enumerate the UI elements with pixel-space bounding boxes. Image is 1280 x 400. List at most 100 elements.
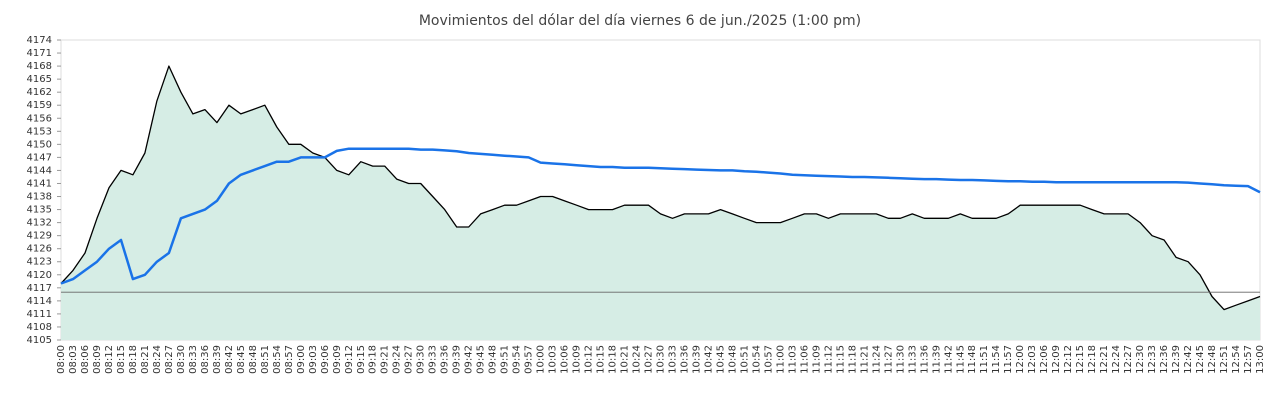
x-tick-label: 09:51 [500,345,511,374]
x-tick-label: 09:03 [308,345,319,374]
y-tick-label: 4120 [27,270,52,281]
y-tick-label: 4174 [27,35,52,46]
x-tick-label: 10:36 [679,345,690,374]
x-tick-label: 09:24 [392,345,403,374]
x-tick-label: 11:06 [799,345,810,374]
x-tick-label: 09:00 [296,345,307,374]
x-tick-label: 10:30 [656,345,667,374]
x-tick-label: 12:00 [1015,345,1026,374]
x-tick-label: 12:21 [1099,345,1110,374]
x-tick-label: 09:27 [404,345,415,374]
x-tick-label: 11:36 [919,345,930,374]
x-tick-label: 08:51 [260,345,271,374]
x-tick-label: 10:51 [739,345,750,374]
x-tick-label: 10:48 [727,345,738,374]
x-tick-label: 12:18 [1087,345,1098,374]
x-tick-label: 11:39 [931,345,942,374]
y-tick-label: 4135 [27,205,52,216]
x-tick-label: 12:30 [1135,345,1146,374]
line [60,65,1261,311]
x-tick-label: 13:00 [1255,345,1266,374]
x-tick-label: 11:15 [835,345,846,374]
y-tick-label: 4117 [27,283,52,294]
x-tick-label: 12:09 [1051,345,1062,374]
x-tick-label: 08:15 [116,345,127,374]
x-tick-label: 10:09 [572,345,583,374]
x-tick-label: 10:24 [632,345,643,374]
x-tick-label: 12:42 [1183,345,1194,374]
x-tick-label: 12:27 [1123,345,1134,374]
y-tick-label: 4150 [27,139,52,150]
x-tick-label: 12:06 [1039,345,1050,374]
x-tick-label: 08:21 [140,345,151,374]
x-tick-label: 09:30 [416,345,427,374]
y-tick-label: 4114 [27,296,52,307]
x-tick-label: 10:39 [691,345,702,374]
y-tick-label: 4144 [27,165,52,176]
x-tick-label: 09:36 [440,345,451,374]
x-tick-label: 12:57 [1243,345,1254,374]
y-tick-label: 4123 [27,257,52,268]
x-tick-label: 08:00 [56,345,67,374]
x-tick-label: 09:42 [464,345,475,374]
x-tick-label: 12:03 [1027,345,1038,374]
y-tick-label: 4129 [27,231,52,242]
x-tick-label: 09:12 [344,345,355,374]
chart-title: Movimientos del dólar del día viernes 6 … [419,13,861,29]
y-tick-label: 4159 [27,100,52,111]
y-tick-label: 4111 [27,309,52,320]
x-tick-label: 11:51 [979,345,990,374]
x-tick-label: 08:09 [92,345,103,374]
x-tick-label: 12:51 [1219,345,1230,374]
line [60,147,1261,285]
x-tick-label: 08:24 [152,345,163,374]
y-tick-label: 4141 [27,178,52,189]
x-tick-label: 10:27 [644,345,655,374]
x-tick-label: 12:12 [1063,345,1074,374]
x-tick-label: 11:21 [859,345,870,374]
x-tick-label: 10:42 [703,345,714,374]
x-tick-label: 11:24 [871,345,882,374]
x-tick-label: 08:18 [128,345,139,374]
x-tick-label: 08:33 [188,345,199,374]
x-tick-label: 11:18 [847,345,858,374]
x-tick-label: 08:12 [104,345,115,374]
y-tick-label: 4132 [27,218,52,229]
x-tick-label: 09:18 [368,345,379,374]
x-tick-label: 11:27 [883,345,894,374]
x-tick-label: 11:45 [955,345,966,374]
x-tick-label: 08:57 [284,345,295,374]
x-tick-label: 09:39 [452,345,463,374]
x-tick-label: 10:00 [536,345,547,374]
x-tick-label: 12:15 [1075,345,1086,374]
x-tick-label: 08:27 [164,345,175,374]
y-tick-label: 4126 [27,244,52,255]
y-tick-label: 4162 [27,87,52,98]
x-tick-label: 09:06 [320,345,331,374]
x-tick-label: 08:30 [176,345,187,374]
y-tick-label: 4171 [27,48,52,59]
x-tick-label: 10:57 [763,345,774,374]
x-tick-label: 10:45 [715,345,726,374]
x-tick-label: 12:48 [1207,345,1218,374]
y-tick-label: 4138 [27,192,52,203]
x-tick-label: 09:33 [428,345,439,374]
x-tick-label: 11:57 [1003,345,1014,374]
x-tick-label: 10:15 [596,345,607,374]
x-tick-label: 09:09 [332,345,343,374]
x-tick-label: 12:54 [1231,345,1242,374]
x-tick-label: 11:48 [967,345,978,374]
x-tick-label: 09:54 [512,345,523,374]
y-tick-label: 4168 [27,61,52,72]
y-tick-label: 4105 [27,335,52,346]
x-tick-label: 08:54 [272,345,283,374]
x-tick-label: 08:45 [236,345,247,374]
x-tick-label: 10:18 [608,345,619,374]
y-tick-label: 4156 [27,113,52,124]
x-tick-label: 12:36 [1159,345,1170,374]
x-tick-label: 09:48 [488,345,499,374]
x-tick-label: 08:39 [212,345,223,374]
x-tick-label: 11:00 [775,345,786,374]
x-tick-label: 12:39 [1171,345,1182,374]
x-tick-label: 11:30 [895,345,906,374]
